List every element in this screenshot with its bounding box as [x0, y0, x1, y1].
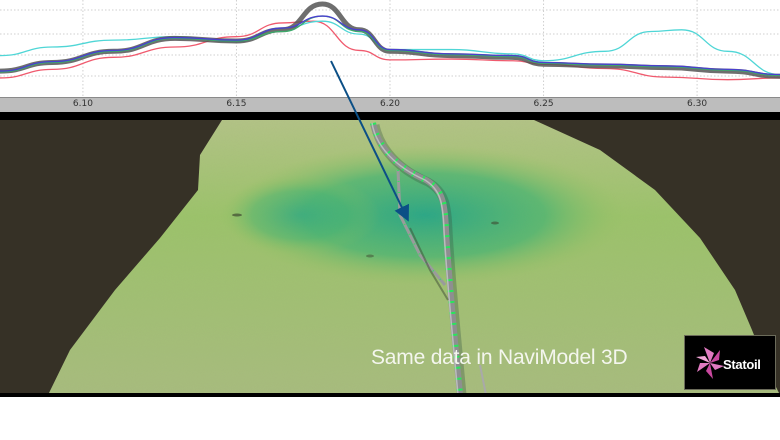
x-tick-label: 6.10 — [72, 99, 93, 109]
divider — [0, 112, 780, 120]
series-blue — [0, 15, 780, 76]
statoil-star-icon — [696, 347, 724, 379]
series-red — [0, 20, 780, 81]
profile-chart — [0, 0, 780, 97]
x-tick-label: 6.30 — [687, 99, 708, 109]
viewer-caption: Same data in NaviModel 3D — [371, 346, 628, 369]
chart-plot-area — [0, 0, 780, 97]
x-axis: 6.10 6.15 6.20 6.25 6.30 — [0, 97, 780, 112]
divider-bottom — [0, 393, 780, 397]
x-tick-label: 6.20 — [379, 99, 401, 109]
seabed-terrain — [48, 120, 780, 395]
series-green — [0, 15, 780, 77]
x-tick-label: 6.25 — [533, 99, 554, 109]
x-tick-label: 6.15 — [226, 99, 247, 109]
navimodel-3d-view[interactable] — [0, 120, 780, 395]
statoil-logo: Statoil — [684, 335, 776, 390]
pipeline — [370, 122, 487, 395]
logo-text: Statoil — [723, 357, 761, 372]
